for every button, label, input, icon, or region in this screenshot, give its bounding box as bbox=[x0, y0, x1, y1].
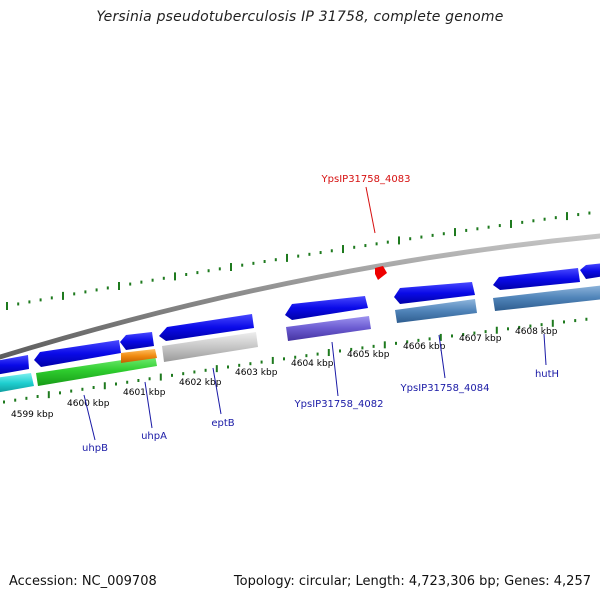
label-connector bbox=[144, 381, 153, 429]
gene-arrow-cyan[interactable] bbox=[0, 373, 34, 393]
gene-label-YpsIP31758_4083[interactable]: YpsIP31758_4083 bbox=[321, 174, 411, 185]
gene-arrow-gray[interactable] bbox=[162, 332, 258, 362]
tick-label: 4607 kbp bbox=[459, 334, 502, 344]
gene-arrow[interactable] bbox=[0, 355, 29, 375]
accession-text: Accession: NC_009708 bbox=[9, 574, 157, 589]
reverse-strand-genes bbox=[0, 285, 600, 393]
gene-label-uhpA[interactable]: uhpA bbox=[141, 431, 167, 442]
gene-arrow-steel[interactable] bbox=[493, 285, 600, 311]
label-connector bbox=[438, 334, 446, 379]
gene-arrow[interactable] bbox=[394, 282, 475, 304]
gene-label-uhpB[interactable]: uhpB bbox=[82, 443, 108, 454]
tick-label: 4600 kbp bbox=[67, 399, 110, 409]
label-connector bbox=[543, 333, 547, 366]
map-title: Yersinia pseudotuberculosis IP 31758, co… bbox=[96, 9, 504, 25]
gene-arrow-purple[interactable] bbox=[286, 316, 371, 341]
tick-label: 4599 kbp bbox=[11, 410, 54, 420]
gene-arrow[interactable] bbox=[34, 340, 121, 367]
label-connector bbox=[331, 341, 339, 397]
gene-label-YpsIP31758_4084[interactable]: YpsIP31758_4084 bbox=[400, 383, 490, 394]
label-connector bbox=[83, 394, 96, 441]
label-connector bbox=[212, 367, 222, 415]
tick-label: 4602 kbp bbox=[179, 378, 222, 388]
gene-label-eptB[interactable]: eptB bbox=[211, 418, 234, 429]
label-connector bbox=[365, 186, 376, 234]
gene-arrow[interactable] bbox=[493, 268, 580, 290]
gene-label-YpsIP31758_4082[interactable]: YpsIP31758_4082 bbox=[294, 399, 384, 410]
outer-tick-ring bbox=[6, 211, 591, 310]
gene-arrow[interactable] bbox=[285, 296, 368, 320]
genome-stats-text: Topology: circular; Length: 4,723,306 bp… bbox=[233, 574, 591, 589]
feature-marker-icon[interactable] bbox=[375, 266, 387, 280]
gene-label-hutH[interactable]: hutH bbox=[535, 369, 559, 380]
tick-label: 4605 kbp bbox=[347, 350, 390, 360]
inner-tick-ring bbox=[3, 317, 588, 404]
gene-arrow[interactable] bbox=[580, 263, 600, 279]
gene-arrow[interactable] bbox=[120, 332, 154, 350]
gene-arrow-orange[interactable] bbox=[121, 349, 157, 363]
forward-strand-genes bbox=[0, 263, 600, 375]
tick-label: 4604 kbp bbox=[291, 359, 334, 369]
gene-arrow[interactable] bbox=[159, 314, 254, 341]
gene-labels: uhpB uhpA eptB YpsIP31758_4082 YpsIP3175… bbox=[82, 333, 559, 454]
gene-arrow-green[interactable] bbox=[36, 355, 157, 386]
tick-label: 4601 kbp bbox=[123, 388, 166, 398]
tick-label: 4603 kbp bbox=[235, 368, 278, 378]
gene-arrow-steel[interactable] bbox=[395, 299, 477, 323]
kbp-labels: 4599 kbp 4600 kbp 4601 kbp 4602 kbp 4603… bbox=[11, 327, 558, 420]
tick-label: 4606 kbp bbox=[403, 342, 446, 352]
tick-label: 4608 kbp bbox=[515, 327, 558, 337]
